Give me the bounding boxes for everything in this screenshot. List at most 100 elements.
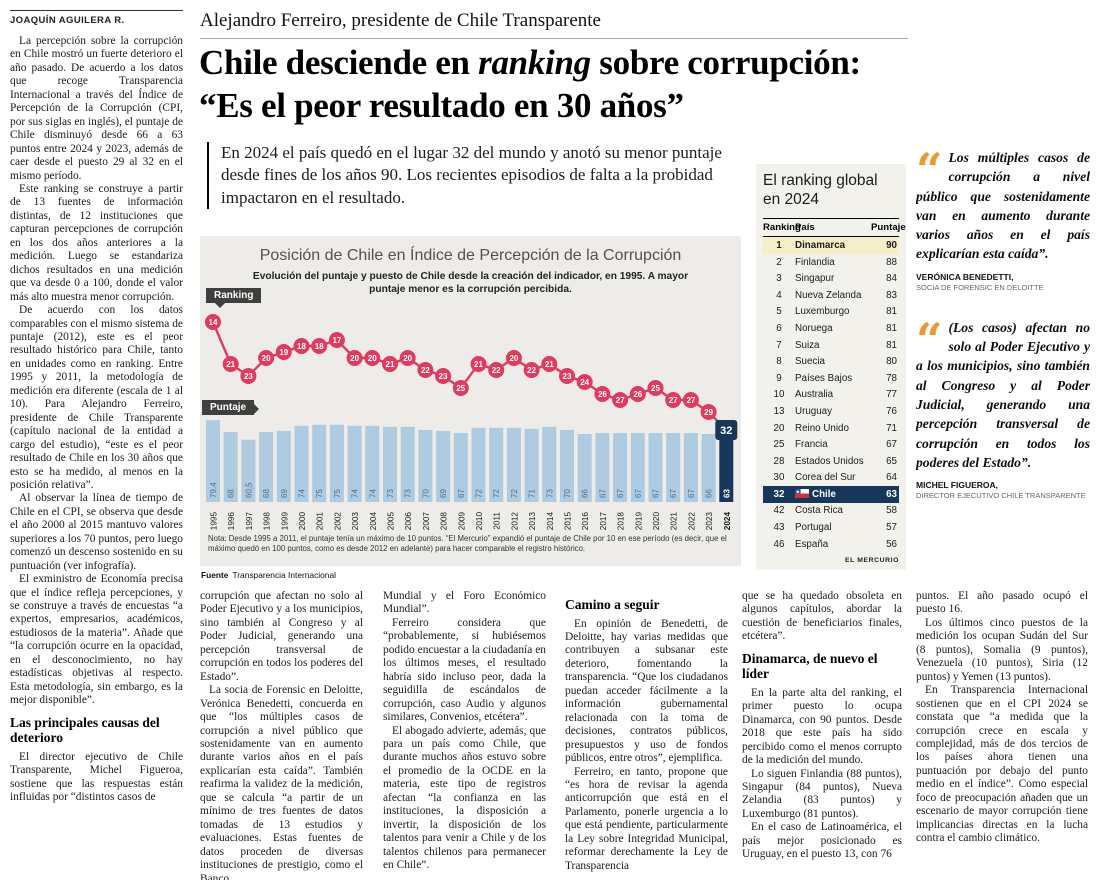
puntaje-series-label: Puntaje — [202, 400, 260, 415]
bar-value-label: 73 — [404, 489, 413, 498]
rank-marker — [399, 350, 416, 366]
score-cell: 76 — [886, 405, 897, 417]
rank-cell: 10 — [773, 389, 785, 401]
bar-value-label: 73 — [386, 489, 395, 498]
bar-value-label: 66 — [705, 489, 714, 498]
rank-marker — [594, 386, 611, 402]
rank-marker — [505, 350, 522, 366]
score-bar — [259, 432, 274, 502]
score-bar — [701, 434, 716, 502]
rank-value: 27 — [669, 396, 678, 405]
country-cell: Singapur — [795, 273, 835, 285]
rank-marker — [275, 344, 292, 360]
bar-value-label: 72 — [475, 489, 484, 498]
country-cell: Corea del Sur — [795, 472, 856, 484]
bar-value-label: 66 — [581, 489, 590, 498]
paragraph: Este ranking se construye a partir de 13… — [10, 182, 183, 303]
rank-value: 22 — [492, 366, 501, 375]
rank-value: 22 — [421, 366, 430, 375]
score-cell: 77 — [886, 389, 897, 401]
rank-value: 20 — [509, 354, 518, 363]
chart-source: Fuente Transparencia Internacional — [201, 570, 336, 580]
quote-author: MICHEL FIGUEROA, — [916, 480, 999, 491]
score-bar — [206, 420, 220, 502]
rank-marker — [328, 332, 345, 348]
country-cell: Chile — [795, 488, 871, 500]
bar-value-label: 69 — [439, 489, 448, 498]
rank-marker-2024 — [715, 420, 738, 440]
rank-marker — [629, 386, 646, 402]
body-column: que se ha quedado obsoleta en algunos ca… — [742, 590, 902, 880]
bar-value-label: 68 — [227, 489, 236, 498]
rank-value: 21 — [474, 360, 483, 369]
score-cell: 83 — [886, 289, 897, 301]
table-body: 1 Dinamarca 90 2 Finlandia 88 3 Singapur 84 4 Nuev… — [763, 237, 899, 552]
score-bar — [524, 428, 539, 502]
score-cell: 56 — [886, 538, 897, 550]
year-label: 2023 — [705, 512, 714, 531]
rank-value: 26 — [598, 390, 607, 399]
chart-canvas: 79,4 1995 68 1996 60,5 1997 68 1998 69 1999 74 2000… — [205, 314, 738, 531]
table-row: 46 España 56 — [763, 536, 899, 553]
rank-value: 18 — [297, 342, 306, 351]
rank-value: 20 — [350, 354, 359, 363]
rank-marker — [205, 314, 221, 330]
country-cell: Australia — [795, 389, 834, 401]
score-cell: 81 — [886, 322, 897, 334]
header-ranking: Ranking — [763, 222, 801, 234]
rank-cell: 30 — [773, 472, 785, 484]
table-credit: EL MERCURIO — [844, 557, 899, 565]
country-cell: Noruega — [795, 322, 833, 334]
table-title: El ranking global en 2024 — [763, 172, 878, 208]
rank-cell: 42 — [773, 505, 785, 517]
rank-value: 27 — [616, 396, 625, 405]
paragraph: El abogado advierte, además, que para un… — [383, 724, 546, 872]
rank-cell: 7 — [776, 339, 782, 351]
score-bar — [365, 425, 380, 502]
score-bar — [453, 433, 468, 502]
year-label: 2022 — [687, 512, 696, 531]
rank-cell: 32 — [773, 488, 785, 500]
paragraph: que se ha quedado obsoleta en algunos ca… — [742, 590, 902, 643]
country-cell: Uruguay — [795, 405, 833, 417]
table-row: 4 Nueva Zelanda 83 — [763, 287, 899, 304]
bar-value-label: 67 — [687, 489, 696, 498]
bar-value-label: 73 — [545, 489, 554, 498]
score-bar — [312, 424, 327, 503]
paragraph: De acuerdo con los datos comparables con… — [10, 304, 183, 491]
body-column: Mundial y el Foro Económico Mundial”. Fe… — [383, 590, 546, 880]
byline: JOAQUÍN AGUILERA R. — [10, 10, 183, 26]
pull-quote: “ Los múltiples casos de corrupción a ni… — [916, 148, 1090, 292]
table-row: 13 Uruguay 76 — [763, 403, 899, 420]
score-cell: 63 — [886, 488, 897, 500]
year-label: 2015 — [564, 512, 573, 531]
score-cell: 67 — [886, 439, 897, 451]
year-label: 2002 — [333, 512, 342, 531]
score-cell: 90 — [886, 239, 897, 251]
table-row: 32 Chile 63 — [763, 486, 899, 503]
chile-flag-icon — [795, 488, 809, 498]
quote-author: VERÓNICA BENEDETTI, — [916, 271, 1014, 282]
rank-cell: 28 — [773, 455, 785, 467]
bar-value-label: 72 — [510, 489, 519, 498]
year-label: 1995 — [210, 512, 219, 531]
country-cell: Nueva Zelanda — [795, 289, 862, 301]
rank-marker — [382, 356, 398, 372]
paragraph: La percepción sobre la corrupción en Chi… — [10, 35, 183, 182]
headline-line2: “Es el peor resultado en 30 años” — [199, 85, 684, 125]
rank-cell: 20 — [773, 422, 785, 434]
rank-marker — [452, 380, 469, 396]
score-bar — [276, 430, 291, 502]
table-header: Ranking País Puntaje — [763, 218, 906, 238]
rank-cell: 4 — [776, 289, 782, 301]
section-subhead: Camino a seguir — [565, 597, 660, 612]
rank-cell: 43 — [773, 522, 785, 534]
score-bar — [383, 426, 397, 502]
country-cell: Estados Unidos — [795, 455, 864, 467]
year-label: 1997 — [245, 512, 254, 531]
rank-value-2024: 32 — [720, 425, 732, 437]
rank-value: 24 — [580, 378, 589, 387]
rank-marker — [700, 404, 717, 420]
bar-value-label: 74 — [298, 489, 307, 498]
rank-marker — [293, 338, 310, 354]
